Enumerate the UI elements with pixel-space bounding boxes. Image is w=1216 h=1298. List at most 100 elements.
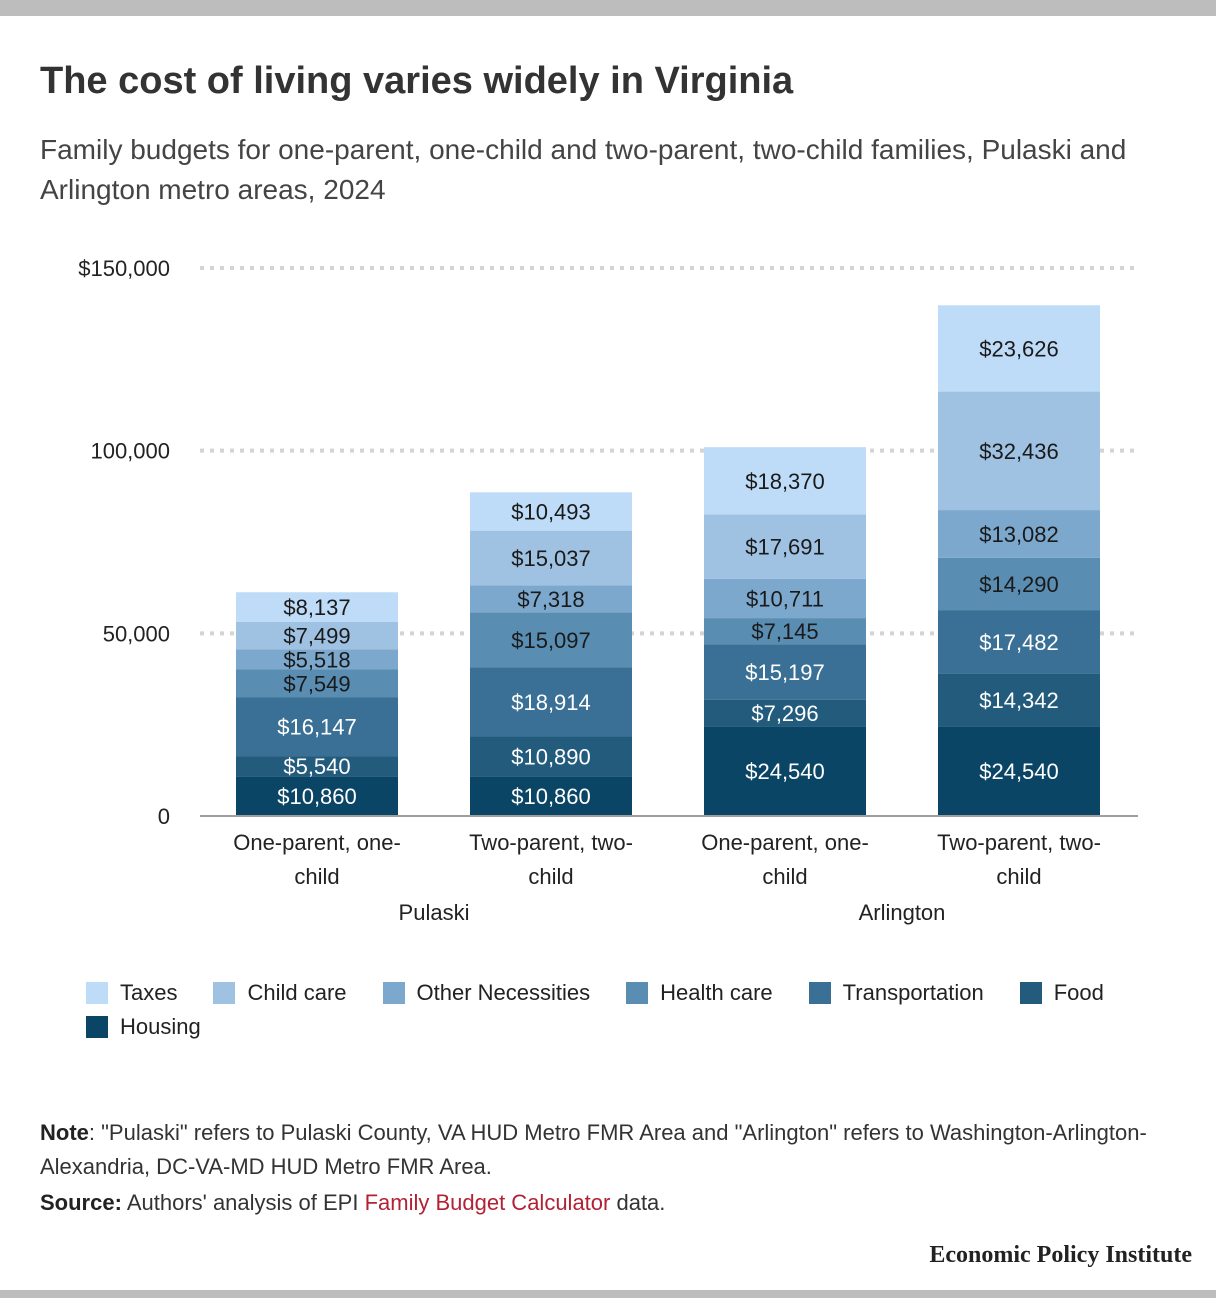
legend-label: Food <box>1053 980 1104 1005</box>
legend-item: Health care <box>626 980 773 1005</box>
y-tick-label: 50,000 <box>103 621 170 646</box>
data-label: $24,540 <box>745 759 825 784</box>
data-label: $24,540 <box>979 759 1059 784</box>
x-tick-label: child <box>294 864 339 889</box>
bar-segment-food <box>236 756 398 777</box>
data-label: $7,549 <box>283 671 350 696</box>
bar-segment-health-care <box>938 557 1100 611</box>
bar-segment-housing <box>704 726 866 816</box>
legend-item: Food <box>1019 980 1104 1005</box>
stacked-bar-chart: 0 50,000 100,000 $150,000 $10,860 $5,540 $16,1… <box>78 256 1138 925</box>
bar-segment-transportation <box>470 667 632 737</box>
legend-label: Taxes <box>120 980 178 1005</box>
chart-note: Note: "Pulaski" refers to Pulaski County… <box>40 1116 1180 1184</box>
data-label: $14,290 <box>979 572 1059 597</box>
data-label: $15,197 <box>745 660 825 685</box>
data-label: $14,342 <box>979 688 1059 713</box>
y-tick-label: 100,000 <box>90 439 170 464</box>
bottom-border <box>0 1290 1216 1298</box>
bar-segment-child-care <box>938 391 1100 511</box>
legend-item: Housing <box>86 1014 201 1039</box>
bar-segment-taxes <box>938 305 1100 392</box>
bar-segment-taxes <box>236 592 398 622</box>
note-text: : "Pulaski" refers to Pulaski County, VA… <box>40 1120 1147 1179</box>
bar-segment-taxes <box>704 447 866 515</box>
data-label: $18,914 <box>511 690 591 715</box>
legend-label: Child care <box>247 980 347 1005</box>
source-text-before: Authors' analysis of EPI <box>121 1190 365 1215</box>
data-label: $10,860 <box>511 784 591 809</box>
legend-item: Transportation <box>808 980 984 1005</box>
bar-segment-transportation <box>236 697 398 757</box>
bar-segment-health-care <box>704 618 866 645</box>
bar-segment-child-care <box>704 514 866 579</box>
top-border <box>0 0 1216 16</box>
bar-segment-food <box>470 736 632 777</box>
bar-segment-housing <box>938 726 1100 816</box>
legend-item: Other Necessities <box>382 980 591 1005</box>
data-label: $10,493 <box>511 499 591 524</box>
bar-segment-transportation <box>938 610 1100 674</box>
x-tick-label: One-parent, one- <box>233 830 401 855</box>
x-tick-label: Two-parent, two- <box>937 830 1101 855</box>
brand-logo-text: Economic Policy Institute <box>929 1242 1192 1268</box>
data-label: $10,860 <box>277 784 357 809</box>
legend-label: Other Necessities <box>416 980 591 1005</box>
bar-segment-child-care <box>236 621 398 650</box>
bar-segment-health-care <box>470 612 632 668</box>
source-label: Source: <box>40 1190 122 1215</box>
data-label: $13,082 <box>979 522 1059 547</box>
source-text-after: data. <box>610 1190 666 1215</box>
data-label: $7,318 <box>517 587 584 612</box>
data-label: $15,097 <box>511 628 591 653</box>
bar-segment-other-necessities <box>236 649 398 670</box>
note-label: Note <box>40 1120 89 1145</box>
bar-segment-housing <box>470 776 632 816</box>
x-tick-label: child <box>762 864 807 889</box>
data-label: $7,296 <box>751 701 818 726</box>
data-label: $18,370 <box>745 469 825 494</box>
data-label: $7,145 <box>751 619 818 644</box>
bar-segment-other-necessities <box>470 585 632 613</box>
bar-segment-transportation <box>704 644 866 700</box>
y-tick-label: 0 <box>158 804 170 829</box>
legend-swatch <box>382 982 405 1004</box>
bar-segment-other-necessities <box>938 510 1100 558</box>
legend-swatch <box>808 982 831 1004</box>
data-label: $7,499 <box>283 624 350 649</box>
group-label: Pulaski <box>399 900 470 925</box>
family-budget-calculator-link[interactable]: Family Budget Calculator <box>364 1190 611 1215</box>
legend-swatch <box>1019 982 1042 1004</box>
legend-swatch <box>86 982 108 1004</box>
data-label: $16,147 <box>277 715 357 740</box>
data-label: $17,482 <box>979 630 1059 655</box>
x-tick-label: child <box>528 864 573 889</box>
legend-item: Taxes <box>86 980 178 1005</box>
group-label: Arlington <box>859 900 946 925</box>
legend-label: Transportation <box>842 980 984 1005</box>
data-label: $15,037 <box>511 546 591 571</box>
data-label: $17,691 <box>745 535 825 560</box>
data-label: $23,626 <box>979 336 1059 361</box>
bar-segment-food <box>938 673 1100 727</box>
legend-swatch <box>86 1016 108 1038</box>
chart-subtitle: Family budgets for one-parent, one-child… <box>40 134 1127 205</box>
bar-segment-other-necessities <box>704 578 866 619</box>
legend-label: Health care <box>660 980 773 1005</box>
chart-source: Source: Authors' analysis of EPI Family … <box>40 1190 665 1216</box>
x-tick-label: child <box>996 864 1041 889</box>
legend-label: Housing <box>120 1014 201 1039</box>
legend-item: Child care <box>213 980 347 1005</box>
data-label: $5,540 <box>283 754 350 779</box>
data-label: $32,436 <box>979 439 1059 464</box>
bar-segment-food <box>704 699 866 727</box>
data-label: $10,711 <box>746 587 824 612</box>
bar-segment-taxes <box>470 492 632 531</box>
data-label: $10,890 <box>511 744 591 769</box>
data-label: $5,518 <box>283 647 350 672</box>
y-tick-label: $150,000 <box>78 256 170 281</box>
bar-segment-health-care <box>236 669 398 698</box>
legend-swatch <box>626 982 649 1004</box>
chart-title: The cost of living varies widely in Virg… <box>40 60 794 102</box>
bar-segment-child-care <box>470 530 632 586</box>
